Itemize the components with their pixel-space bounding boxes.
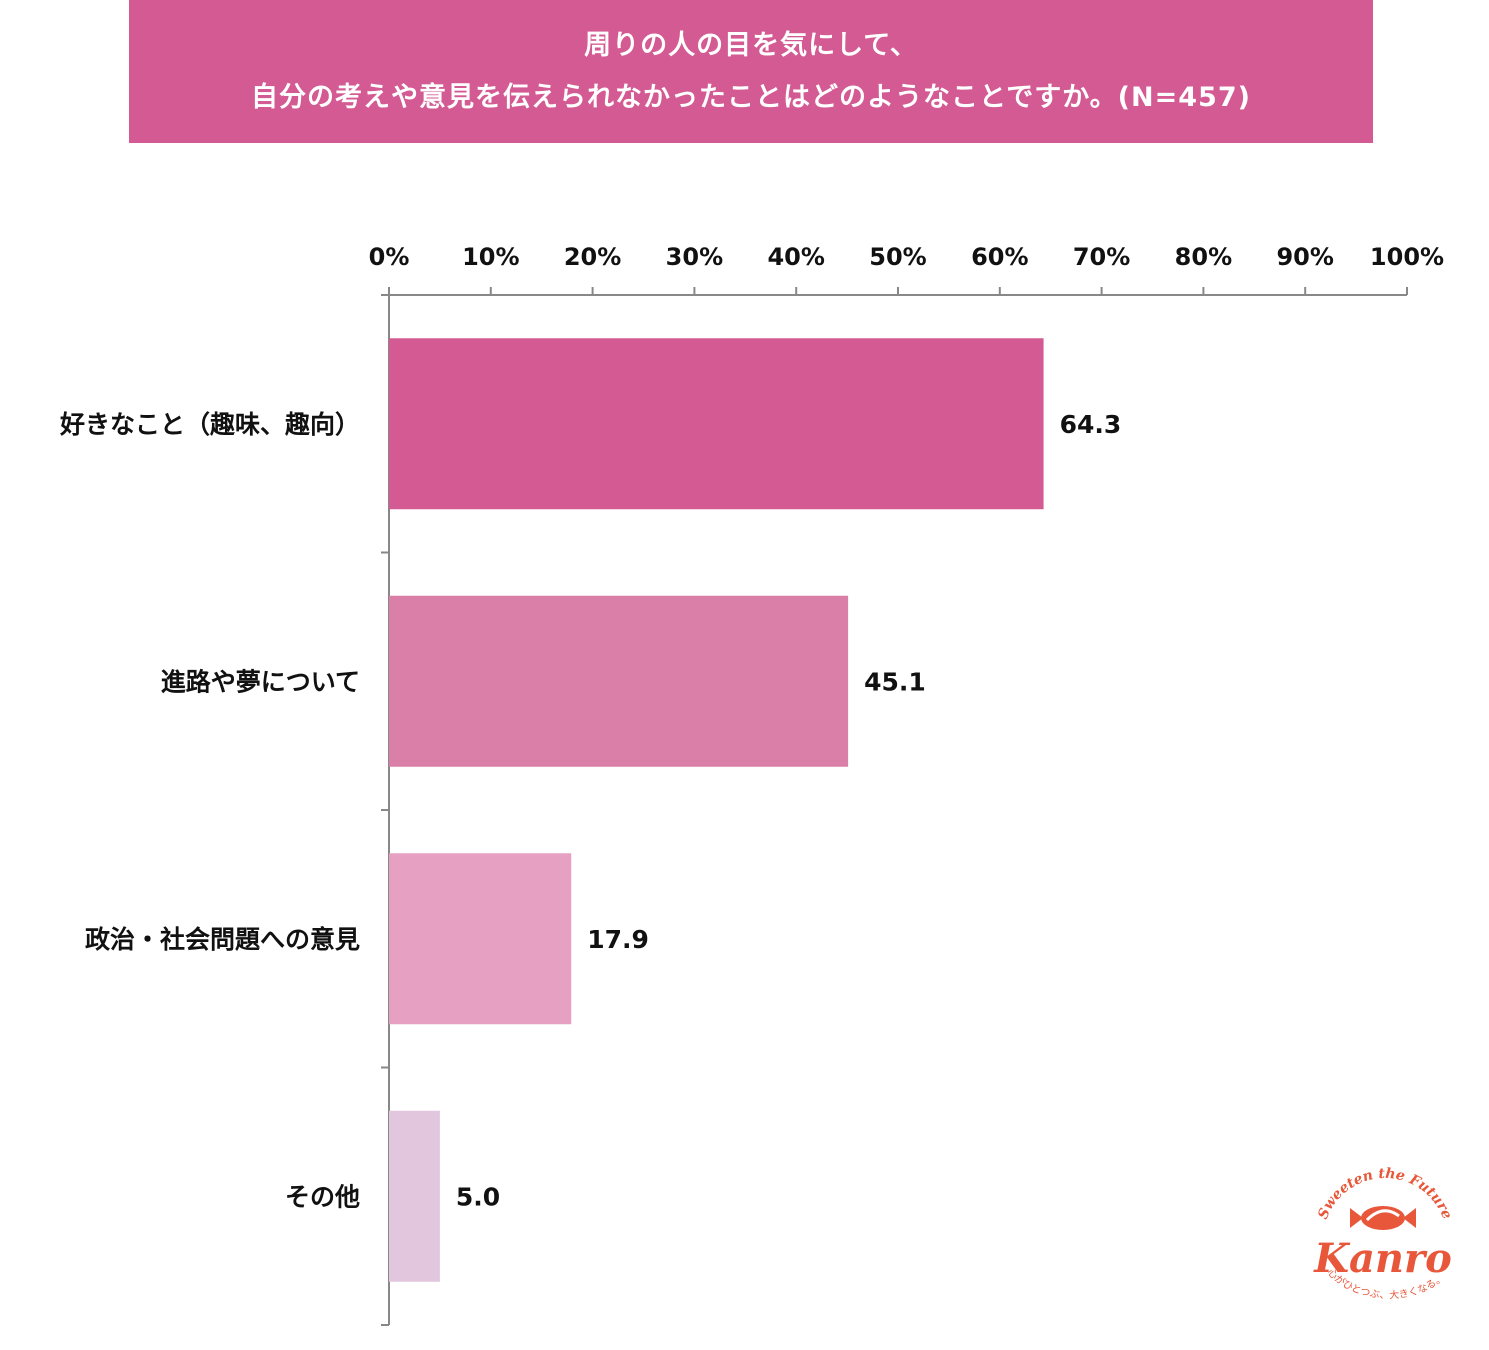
bar [389, 1110, 440, 1282]
value-label: 17.9 [587, 925, 649, 954]
bar [389, 853, 572, 1025]
x-tick-label: 50% [869, 243, 926, 271]
title-line-2: 自分の考えや意見を伝えられなかったことはどのようなことですか。(N=457) [251, 81, 1251, 113]
value-label: 64.3 [1060, 410, 1122, 439]
x-tick-label: 0% [369, 243, 410, 271]
title-banner: 周りの人の目を気にして、 自分の考えや意見を伝えられなかったことはどのようなこと… [129, 0, 1373, 143]
category-label: 進路や夢について [161, 667, 360, 696]
kanro-logo: Sweeten the Future Kanro 心がひとつぶ、大きくなる。 [1313, 1166, 1455, 1302]
x-tick-label: 20% [564, 243, 621, 271]
x-tick-label: 70% [1073, 243, 1130, 271]
x-tick-label: 90% [1276, 243, 1333, 271]
x-tick-label: 30% [666, 243, 723, 271]
x-tick-label: 100% [1370, 243, 1444, 271]
value-label: 5.0 [456, 1182, 500, 1211]
x-tick-label: 80% [1175, 243, 1232, 271]
category-label: 政治・社会問題への意見 [85, 925, 360, 954]
bar [389, 338, 1044, 510]
candy-icon [1350, 1206, 1416, 1230]
logo-brand: Kanro [1313, 1235, 1452, 1282]
x-tick-label: 60% [971, 243, 1028, 271]
category-label: その他 [285, 1182, 360, 1211]
x-tick-label: 10% [462, 243, 519, 271]
value-label: 45.1 [864, 667, 926, 696]
category-label: 好きなこと（趣味、趣向） [59, 410, 360, 439]
bar [389, 595, 849, 767]
title-line-1: 周りの人の目を気にして、 [584, 29, 918, 61]
x-tick-label: 40% [767, 243, 824, 271]
